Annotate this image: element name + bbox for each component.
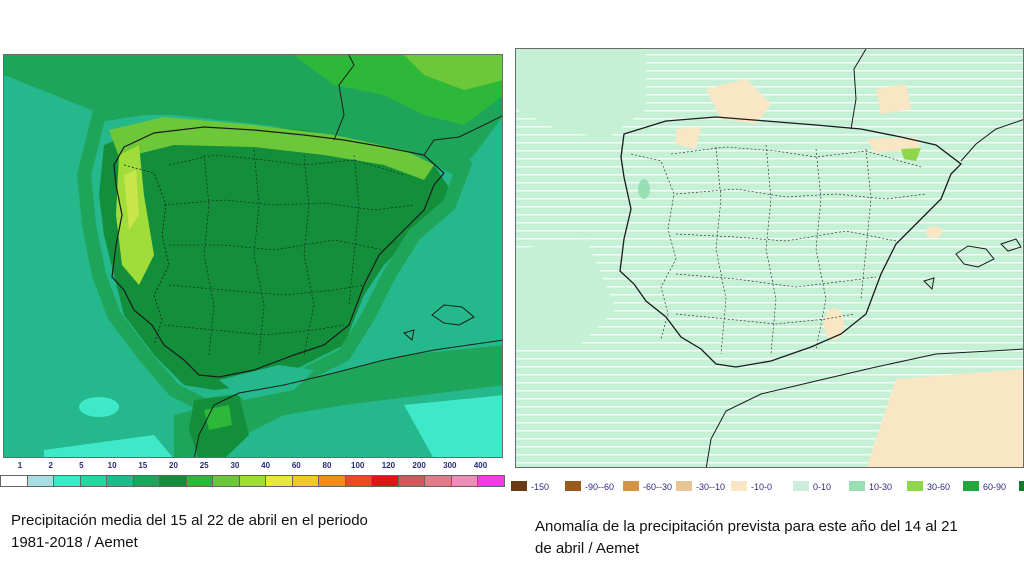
scale-label: 40: [261, 461, 271, 470]
scale-label: 400: [473, 461, 488, 470]
legend-label: -30--10: [696, 482, 726, 492]
right-legend: -150 -90--60 -60--30 -30--10 -10-0 0-10 10-30 3…: [511, 481, 1024, 497]
legend-label: -150: [531, 482, 550, 492]
legend-label: -90--60: [585, 482, 615, 492]
legend-swatch: [793, 481, 809, 491]
legend-item: 30-60: [907, 481, 950, 495]
right-caption-line2: de abril / Aemet: [535, 540, 640, 557]
right-caption: Anomalía de la precipitación prevista pa…: [535, 516, 1020, 560]
legend-swatch: [511, 481, 527, 491]
scale-swatch: [477, 475, 505, 487]
scale-swatch: [238, 475, 266, 487]
legend-label: 0-10: [813, 482, 832, 492]
legend-label: 30-60: [927, 482, 951, 492]
left-caption-line2: 1981-2018 / Aemet: [11, 534, 138, 551]
scale-label: 5: [79, 461, 84, 470]
scale-swatch: [185, 475, 213, 487]
legend-item: -90--60: [565, 481, 614, 495]
legend-label: -60--30: [643, 482, 673, 492]
scale-label: 20: [169, 461, 178, 470]
legend-swatch: [623, 481, 639, 491]
legend-item: 0-10: [793, 481, 831, 495]
legend-swatch: [676, 481, 692, 491]
scale-swatch: [397, 475, 425, 487]
legend-swatch: [963, 481, 979, 491]
scale-label: 10: [107, 461, 117, 470]
scale-swatch: [53, 475, 81, 487]
legend-label: -10-0: [751, 482, 773, 492]
scale-swatch: [79, 475, 107, 487]
scale-swatch: [132, 475, 160, 487]
scale-label: 80: [322, 461, 332, 470]
scale-label: 300: [443, 461, 457, 470]
scale-label: 60: [291, 461, 301, 470]
scale-label: 30: [230, 461, 240, 470]
scale-swatch: [265, 475, 293, 487]
right-caption-line1: Anomalía de la precipitación prevista pa…: [535, 518, 958, 535]
legend-item: -60--30: [623, 481, 672, 495]
legend-swatch: [907, 481, 923, 491]
left-map-graphic: [4, 55, 502, 457]
scale-swatch: [318, 475, 346, 487]
left-caption: Precipitación media del 15 al 22 de abri…: [11, 510, 491, 554]
right-anomaly-map: [515, 48, 1024, 468]
legend-item: -10-0: [731, 481, 772, 495]
legend-item: [1019, 481, 1024, 495]
scale-swatch: [450, 475, 478, 487]
left-color-scale: 1 2 5 10 15 20 25 30 40 60 80 100 120 200 300 400: [0, 460, 505, 490]
legend-item: -30--10: [676, 481, 725, 495]
scale-label: 1: [17, 461, 23, 470]
scale-label: 100: [351, 461, 365, 470]
scale-label: 2: [48, 461, 53, 470]
legend-item: 10-30: [849, 481, 892, 495]
legend-swatch: [1019, 481, 1024, 491]
scale-swatch: [291, 475, 319, 487]
left-precipitation-map: [3, 54, 503, 458]
legend-label: 60-90: [983, 482, 1007, 492]
scale-label: 200: [412, 461, 426, 470]
scale-label: 120: [381, 461, 396, 470]
scale-swatch: [371, 475, 399, 487]
legend-swatch: [849, 481, 865, 491]
legend-swatch: [565, 481, 581, 491]
right-map-graphic: [516, 49, 1023, 467]
scale-swatch: [26, 475, 54, 487]
scale-swatch: [424, 475, 452, 487]
scale-label: 25: [199, 461, 209, 470]
legend-label: 10-30: [869, 482, 893, 492]
scale-swatch: [159, 475, 187, 487]
legend-swatch: [731, 481, 747, 491]
scale-label: 15: [138, 461, 148, 470]
scale-swatch: [344, 475, 372, 487]
left-caption-line1: Precipitación media del 15 al 22 de abri…: [11, 512, 368, 529]
scale-swatch: [106, 475, 134, 487]
legend-item: 60-90: [963, 481, 1006, 495]
legend-item: -150: [511, 481, 549, 495]
scale-swatch: [0, 475, 28, 487]
scale-swatch: [212, 475, 240, 487]
